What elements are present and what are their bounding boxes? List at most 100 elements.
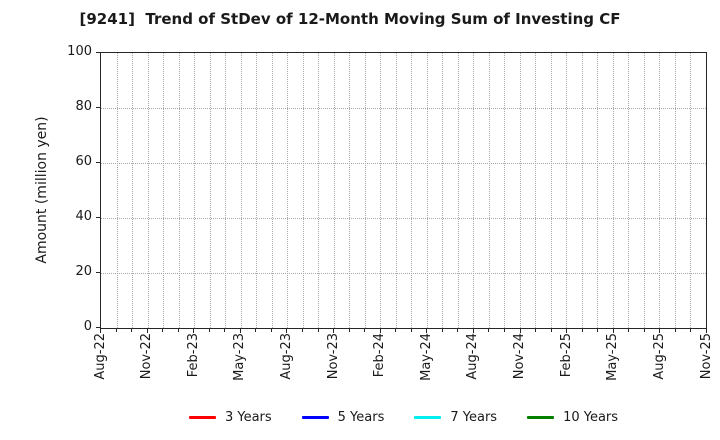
x-tick-mark-minor [488, 329, 490, 332]
gridline-vertical [163, 53, 165, 328]
gridline-vertical [488, 53, 490, 328]
x-tick-mark-minor [597, 329, 599, 332]
x-tick-mark-minor [302, 329, 303, 332]
legend-line-swatch-5-years [301, 415, 329, 419]
x-tick-mark-major [426, 329, 428, 333]
gridline-vertical [194, 53, 196, 328]
y-tick-mark [96, 162, 100, 163]
x-tick-mark-minor [581, 329, 583, 332]
x-tick-mark-minor [504, 329, 505, 332]
x-tick-mark-major [612, 329, 614, 333]
legend-label-3-years: 3 Years [224, 409, 272, 425]
x-tick-mark-major [472, 329, 474, 333]
gridline-vertical [457, 53, 459, 328]
gridline-vertical [209, 53, 211, 328]
x-tick-mark-major [379, 329, 381, 333]
x-tick-mark-major [566, 329, 568, 333]
x-tick-label: Feb-23 [185, 333, 201, 378]
x-tick-mark-minor [348, 329, 350, 332]
legend-label-10-years: 10 Years [563, 409, 619, 425]
gridline-vertical [287, 53, 289, 328]
x-tick-label: Aug-25 [651, 333, 667, 380]
gridline-vertical [519, 53, 521, 328]
gridline-vertical [473, 53, 475, 328]
y-tick-mark [96, 327, 100, 328]
x-tick-label: May-23 [232, 333, 248, 381]
y-tick-label: 40 [75, 209, 92, 224]
gridline-horizontal [101, 218, 706, 219]
x-tick-mark-major [519, 329, 521, 333]
y-tick-mark [96, 272, 100, 273]
gridline-vertical [240, 53, 242, 328]
gridline-vertical [535, 53, 537, 328]
x-tick-mark-minor [628, 329, 630, 332]
x-tick-mark-major [193, 329, 195, 333]
gridline-vertical [566, 53, 568, 328]
x-tick-mark-minor [131, 329, 133, 332]
x-tick-mark-minor [255, 329, 257, 332]
x-tick-mark-minor [535, 329, 537, 332]
x-tick-label: May-25 [605, 333, 621, 381]
gridline-vertical [442, 53, 444, 328]
x-tick-mark-major [100, 329, 101, 333]
x-tick-mark-minor [550, 329, 552, 332]
x-tick-mark-minor [410, 329, 412, 332]
x-tick-label: Nov-23 [325, 333, 341, 380]
x-tick-mark-minor [674, 329, 676, 332]
y-tick-mark [96, 107, 100, 108]
x-tick-mark-minor [115, 329, 117, 332]
gridline-vertical [225, 53, 227, 328]
x-tick-mark-major [659, 329, 661, 333]
x-tick-mark-minor [270, 329, 272, 332]
gridline-vertical [178, 53, 180, 328]
x-tick-mark-major [706, 329, 707, 333]
y-tick-label: 80 [75, 99, 92, 114]
legend-label-7-years: 7 Years [450, 409, 498, 425]
gridline-vertical [426, 53, 428, 328]
gridline-vertical [674, 53, 676, 328]
legend: 3 Years 5 Years 7 Years 10 Years [100, 405, 707, 429]
legend-line-swatch-3-years [188, 415, 216, 419]
x-tick-mark-minor [224, 329, 226, 332]
x-tick-mark-minor [441, 329, 443, 332]
x-tick-label: Nov-24 [512, 333, 528, 380]
gridline-vertical [318, 53, 320, 328]
y-tick-mark [96, 217, 100, 218]
x-tick-mark-minor [208, 329, 210, 332]
x-tick-label: Nov-25 [698, 333, 714, 380]
legend-label-5-years: 5 Years [337, 409, 385, 425]
gridline-horizontal [101, 273, 706, 274]
legend-item-3-years: 3 Years [188, 409, 272, 425]
gridline-vertical [302, 53, 304, 328]
gridline-vertical [132, 53, 134, 328]
x-tick-mark-minor [162, 329, 164, 332]
x-tick-label: Aug-23 [278, 333, 294, 380]
gridline-vertical [597, 53, 599, 328]
gridline-vertical [581, 53, 583, 328]
x-tick-label: Aug-24 [465, 333, 481, 380]
gridline-vertical [147, 53, 149, 328]
y-tick-mark [96, 52, 100, 53]
y-tick-label: 20 [75, 264, 92, 279]
y-tick-label: 100 [67, 44, 92, 59]
x-tick-label: May-24 [418, 333, 434, 381]
gridline-vertical [643, 53, 645, 328]
gridline-vertical [333, 53, 335, 328]
x-tick-label: Aug-22 [92, 333, 108, 380]
x-tick-mark-minor [177, 329, 179, 332]
legend-item-10-years: 10 Years [527, 410, 618, 425]
gridline-vertical [690, 53, 692, 328]
x-tick-mark-minor [643, 329, 645, 332]
y-tick-label: 0 [83, 319, 92, 334]
gridline-vertical [411, 53, 413, 328]
x-tick-mark-major [333, 329, 335, 333]
x-tick-label: Feb-25 [558, 333, 574, 378]
gridline-vertical [256, 53, 258, 328]
x-tick-mark-minor [364, 329, 366, 332]
gridline-vertical [659, 53, 661, 328]
x-tick-mark-minor [395, 329, 397, 332]
x-tick-label: Feb-24 [372, 333, 388, 378]
legend-item-7-years: 7 Years [414, 410, 497, 425]
